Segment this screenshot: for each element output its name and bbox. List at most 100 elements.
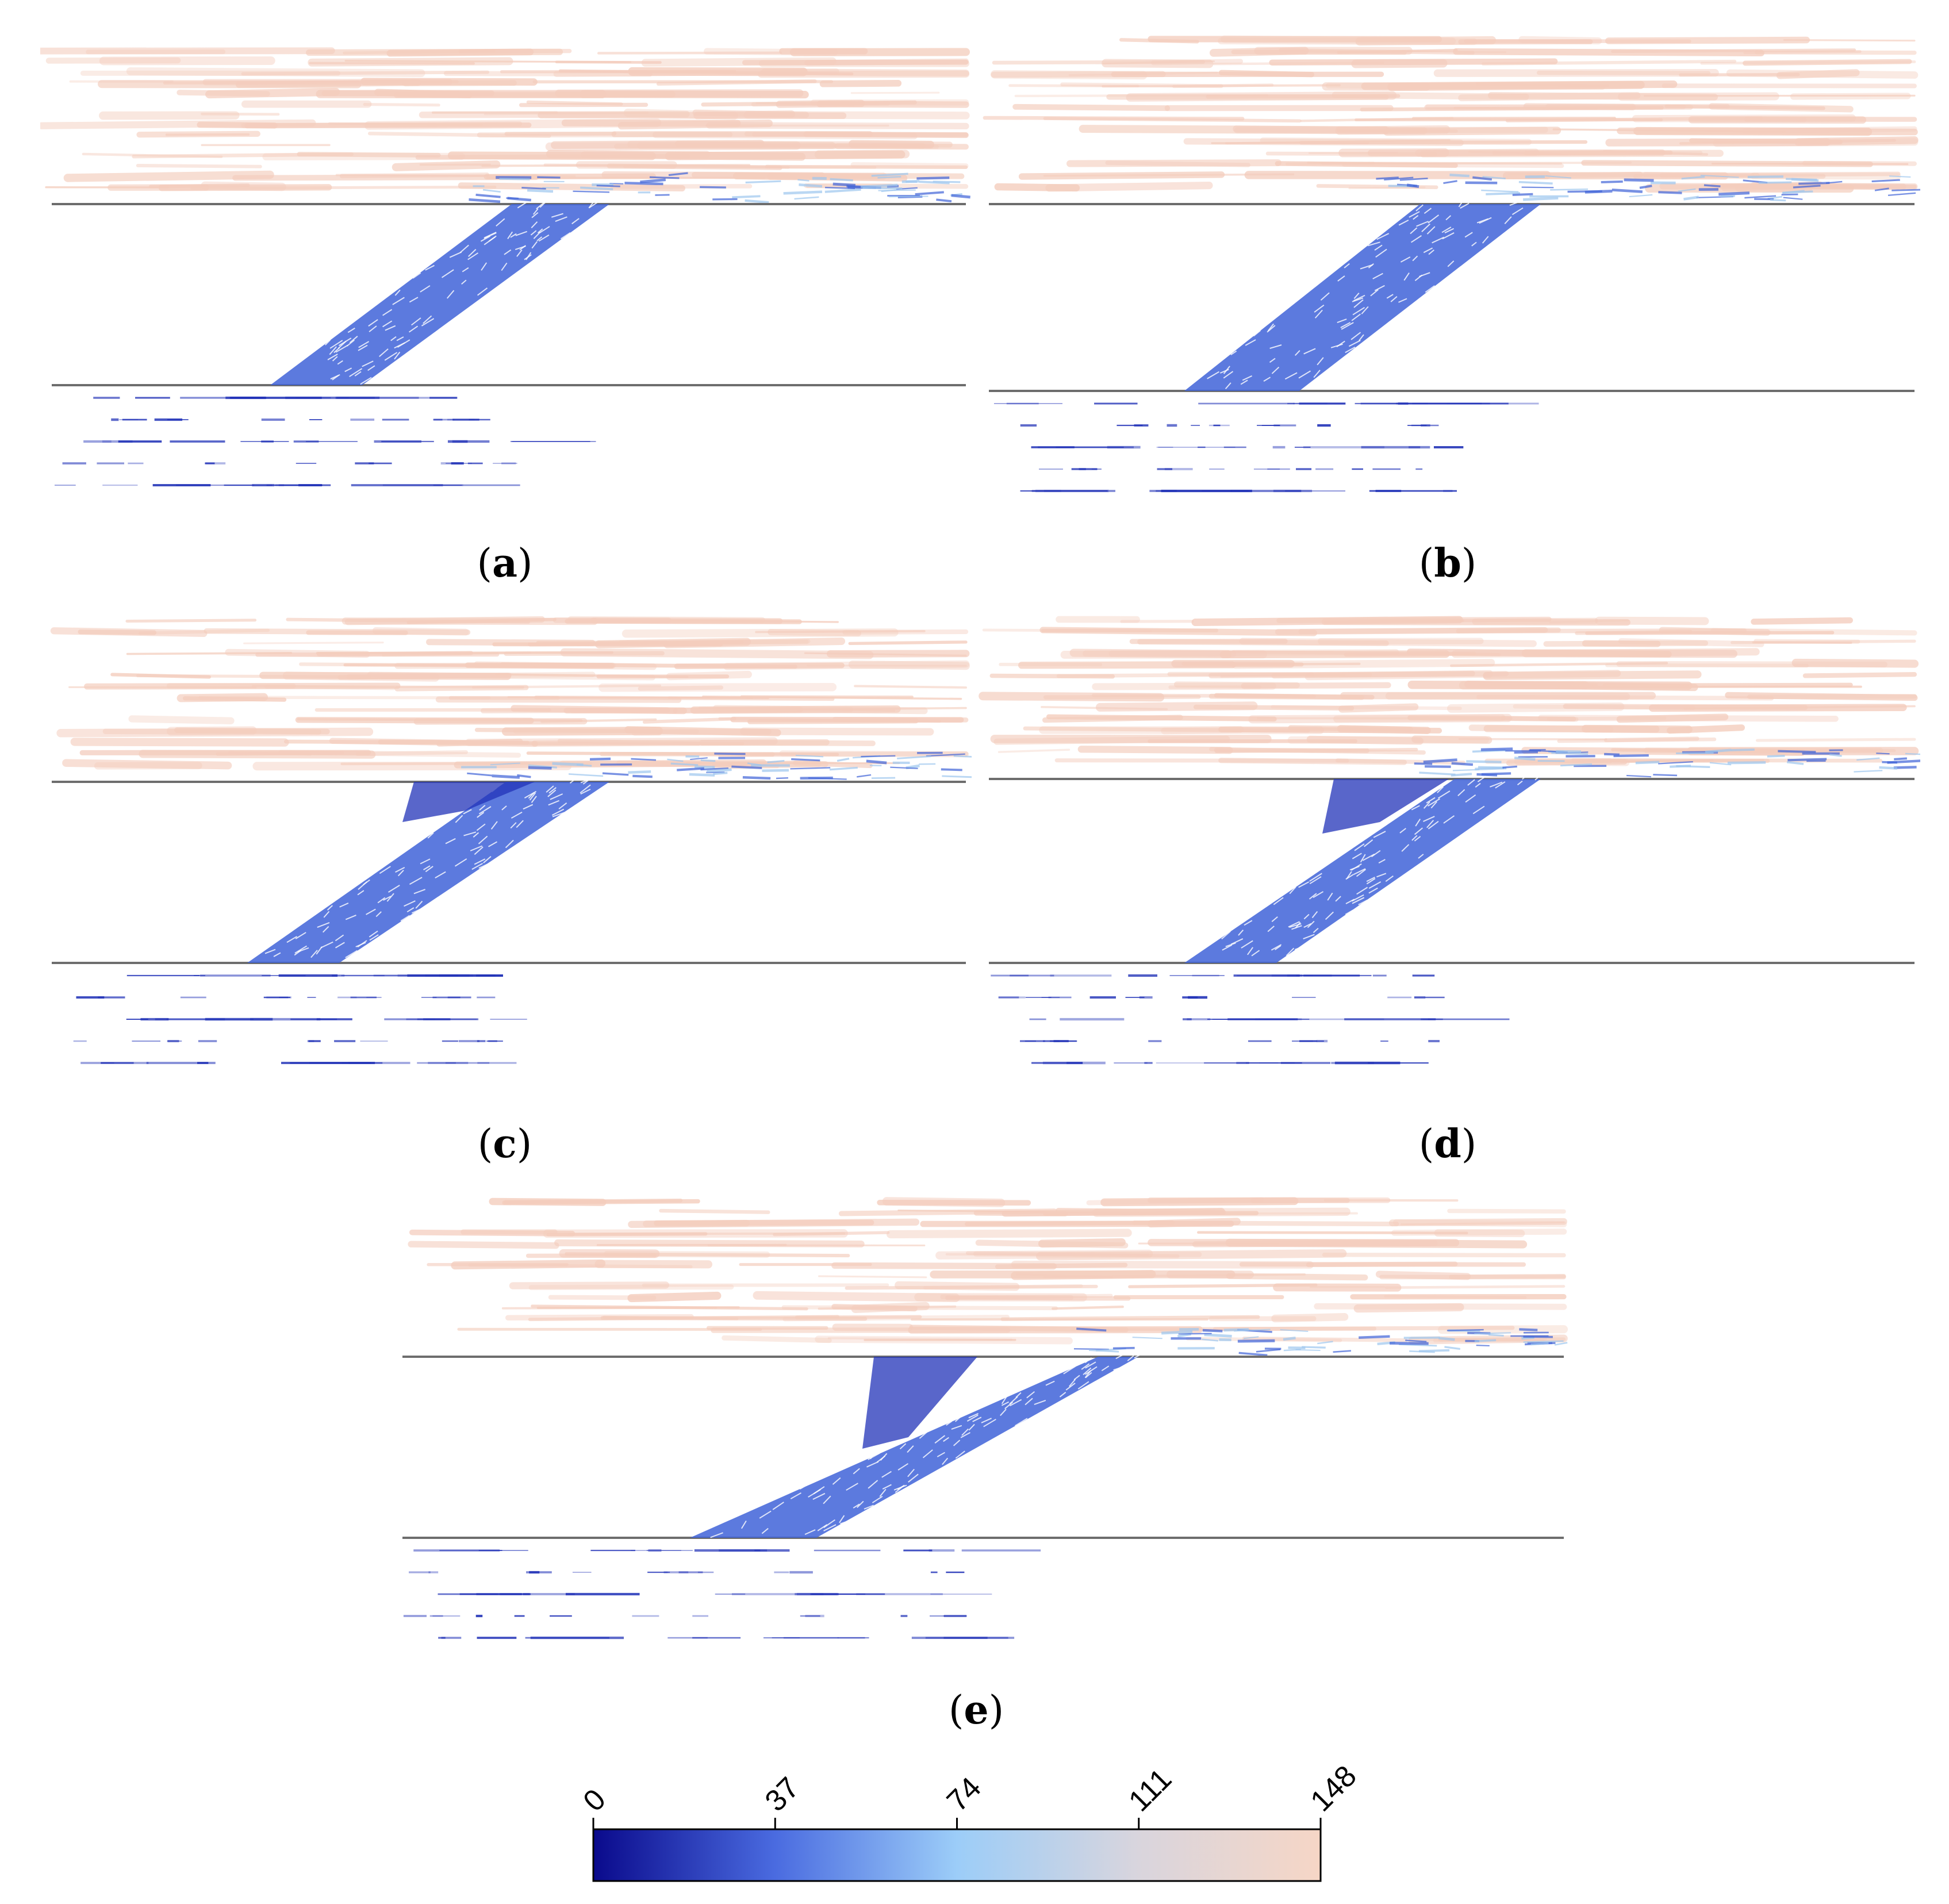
velocity-vector [571,218,580,225]
velocity-vector [617,119,773,130]
velocity-vector [1337,275,1345,282]
velocity-vector [204,628,471,635]
velocity-vector [1222,944,1233,951]
velocity-vector [1560,763,1593,767]
velocity-vector [1554,1342,1568,1346]
velocity-vector [1551,752,1589,755]
velocity-vector [1225,942,1236,947]
velocity-vector [1366,878,1376,885]
velocity-vector [1046,714,1277,722]
velocity-vector [510,822,517,829]
velocity-vector [516,820,524,828]
velocity-vector [1502,765,1517,769]
velocity-vector [536,1306,740,1309]
velocity-vector [458,182,685,192]
velocity-vector [667,758,684,762]
velocity-vector [316,946,323,955]
velocity-vector [1486,192,1520,195]
velocity-vector [1038,1238,1126,1248]
velocity-vector [1065,1383,1076,1391]
velocity-vector [394,351,401,360]
velocity-vector [478,806,492,815]
velocity-vector [1299,140,1588,145]
velocity-vector [940,1294,1074,1300]
velocity-vector [580,784,591,794]
velocity-vector [1337,725,1431,734]
velocity-vector [1001,1401,1010,1406]
velocity-vector [426,639,596,646]
velocity-vector [899,1443,907,1450]
velocity-vector [241,70,489,76]
velocity-vector [1298,881,1310,888]
velocity-vector [1415,819,1421,827]
velocity-vector [689,773,715,777]
velocity-vector [1442,232,1455,240]
velocity-vector [580,789,591,795]
velocity-vector [1626,774,1652,778]
velocity-vector [856,1500,864,1508]
velocity-vector [322,926,329,933]
velocity-vector [507,231,513,239]
velocity-vector [1506,759,1628,766]
colorbar-tick-label: 111 [1122,1763,1178,1818]
velocity-vector [973,1210,1068,1216]
velocity-vector [1134,1353,1142,1359]
velocity-vector [1658,191,1682,194]
velocity-vector [876,1455,886,1463]
velocity-vector [555,89,804,98]
velocity-vector [1354,843,1365,851]
velocity-vector [1306,1261,1458,1268]
velocity-vector [1223,366,1230,374]
velocity-vector [1271,1313,1349,1323]
velocity-vector [1475,782,1481,788]
velocity-vector [1427,798,1440,807]
velocity-vector [1356,869,1367,877]
velocity-vector [1443,180,1457,185]
velocity-vector [700,767,729,771]
velocity-vector [478,835,488,844]
velocity-vector [375,911,382,918]
velocity-vector [358,341,370,348]
velocity-vector [335,344,348,353]
velocity-vector [354,371,362,377]
velocity-vector [1244,920,1253,926]
velocity-vector [1026,1391,1035,1399]
velocity-vector [329,340,343,349]
velocity-vector [1752,641,1852,644]
velocity-vector [1410,235,1422,243]
velocity-vector [384,352,398,361]
velocity-vector [411,907,423,914]
velocity-vector [995,1262,1128,1269]
velocity-vector [1475,766,1504,771]
velocity-vector [1790,93,1911,100]
velocity-vector [1077,746,1233,754]
velocity-vector [474,858,486,865]
velocity-vector [1511,207,1524,216]
velocity-vector [919,181,950,185]
velocity-vector [1000,1408,1007,1417]
velocity-vector [926,753,965,757]
velocity-vector [628,67,808,76]
velocity-vector [454,858,467,867]
velocity-vector [1384,176,1414,181]
velocity-vector [1335,896,1341,902]
velocity-vector [955,1450,965,1459]
velocity-vector [1700,174,1739,178]
velocity-vector [1683,705,1916,710]
velocity-vector [761,1527,769,1534]
velocity-vector [628,770,651,774]
velocity-vector [1430,801,1437,809]
velocity-vector [50,627,208,638]
velocity-vector [710,1532,723,1538]
velocity-vector [548,800,559,806]
velocity-vector [445,838,456,844]
velocity-vector [1359,1335,1390,1339]
velocity-vector [158,184,332,191]
velocity-vector [1383,126,1561,136]
velocity-vector [1709,762,1732,766]
velocity-vector [1366,877,1375,882]
velocity-vector [1303,913,1310,920]
velocity-vector [412,272,421,279]
velocity-vector [404,900,416,907]
velocity-vector [480,235,491,242]
